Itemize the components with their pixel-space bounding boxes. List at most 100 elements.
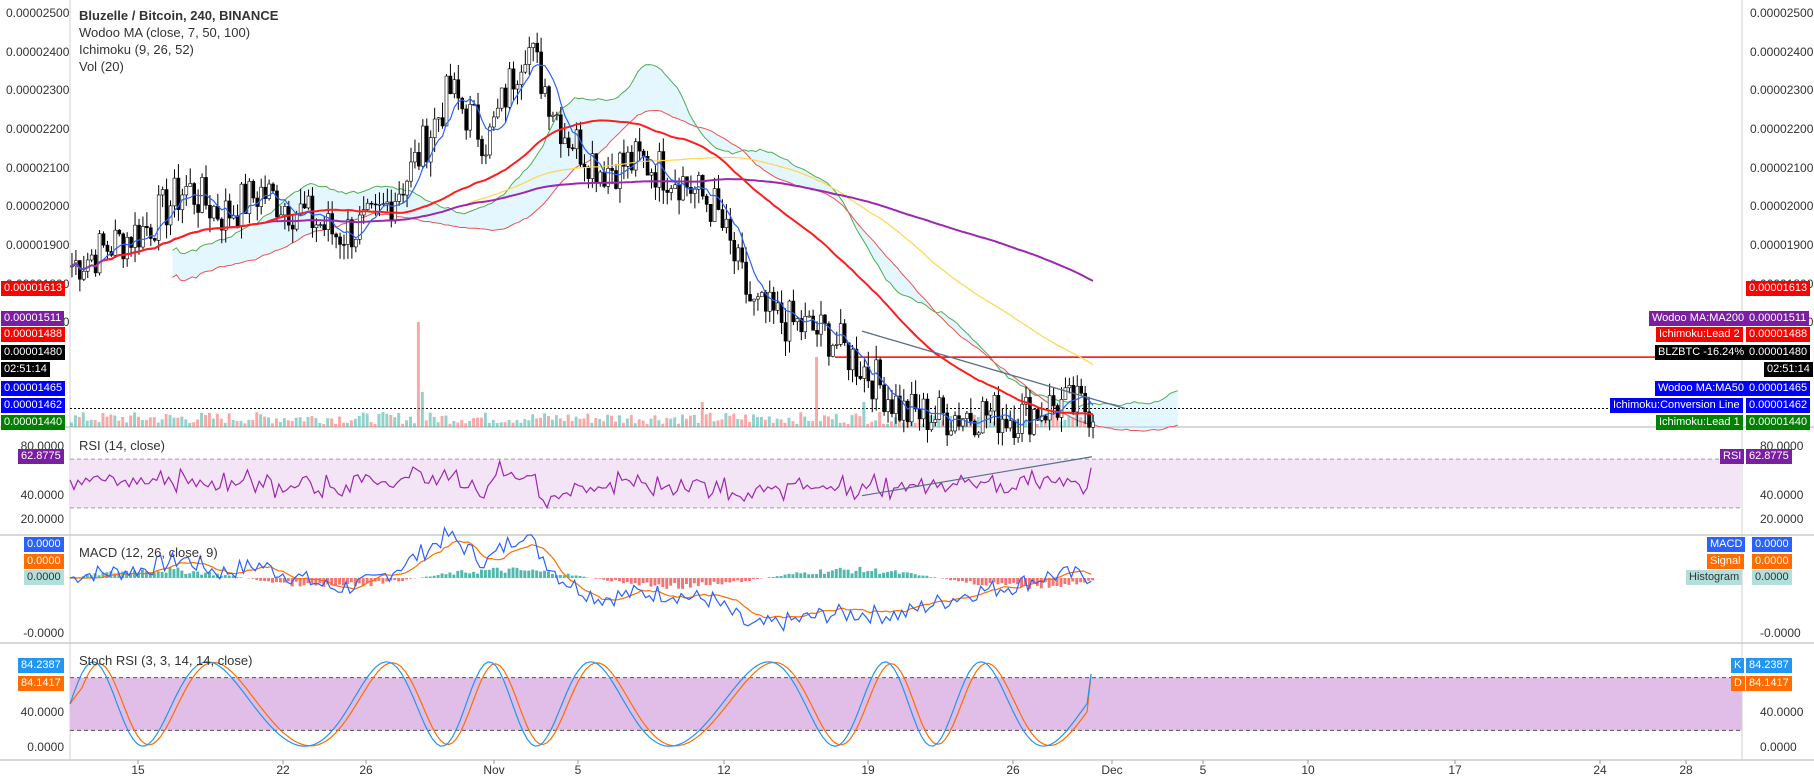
price-line-tag-left: 0.00001613 <box>1 281 66 296</box>
macd-histogram-bar <box>468 573 472 578</box>
candle-body <box>247 180 252 214</box>
macd-histogram-bar <box>704 578 708 586</box>
candle-body <box>858 376 863 379</box>
macd-histogram-bar <box>783 574 787 578</box>
macd-histogram-bar <box>255 578 259 580</box>
candle-body <box>491 116 496 128</box>
candle-body <box>704 195 709 205</box>
macd-histogram-bar <box>424 576 428 578</box>
macd-histogram-bar <box>621 578 625 584</box>
macd-histogram-bar <box>180 570 184 578</box>
volume-bar <box>117 420 121 427</box>
candle-body <box>913 393 918 410</box>
macd-histogram-bar <box>361 578 365 587</box>
volume-bar <box>783 422 787 427</box>
volume-bar <box>1024 420 1027 427</box>
macd-histogram-bar <box>1055 578 1059 587</box>
macd-histogram-bar <box>401 578 405 582</box>
volume-bar <box>302 421 306 427</box>
volume-bar <box>732 413 736 427</box>
macd-histogram-bar <box>617 578 621 582</box>
candle-body <box>531 42 536 48</box>
candle-body <box>637 141 642 152</box>
rsi-axis-label-right: 40.0000 <box>1760 487 1804 502</box>
macd-histogram-bar <box>275 578 278 582</box>
candle-body <box>870 380 875 400</box>
macd-histogram-bar <box>890 571 893 578</box>
macd-histogram-bar <box>846 569 850 578</box>
price-axis-label-right: 0.00001900 <box>1750 238 1814 253</box>
macd-pane-title[interactable]: MACD (12, 26, close, 9) <box>79 545 218 560</box>
macd-histogram-bar <box>716 578 720 584</box>
macd-histogram-bar <box>779 576 783 578</box>
macd-histogram-bar <box>322 578 326 587</box>
candle-body <box>141 226 145 248</box>
candle-body <box>874 359 879 400</box>
volume-bar <box>759 416 763 427</box>
candle-body <box>744 261 748 295</box>
macd-histogram-bar <box>964 578 968 583</box>
candle-body <box>961 418 965 427</box>
volume-bar <box>476 417 479 427</box>
candle-body <box>105 244 110 252</box>
candle-body <box>263 186 267 199</box>
volume-bar <box>487 422 491 427</box>
macd-histogram-bar <box>909 573 913 578</box>
lead2-tag-left: 0.00001488 <box>1 327 66 342</box>
macd-histogram-bar <box>874 568 878 578</box>
volume-bar <box>349 420 353 427</box>
macd-histogram-bar <box>97 575 101 578</box>
volume-bar <box>318 422 322 427</box>
indicator-vol-legend[interactable]: Vol (20) <box>79 59 124 74</box>
indicator-ma-legend[interactable]: Wodoo MA (close, 7, 50, 100) <box>79 25 251 40</box>
volume-bar <box>523 419 527 427</box>
candle-body <box>117 229 122 235</box>
rsi-pane-title[interactable]: RSI (14, close) <box>79 438 165 453</box>
volume-bar <box>748 421 752 427</box>
candle-body <box>1063 387 1068 400</box>
candle-body <box>1004 418 1009 429</box>
macd-histogram-bar <box>109 571 113 578</box>
volume-bar <box>215 413 219 427</box>
volume-bar <box>211 418 215 427</box>
macd-histogram-bar <box>688 578 692 588</box>
macd-histogram-bar <box>1016 578 1020 585</box>
candle-body <box>720 209 725 228</box>
candle-body <box>1012 420 1016 438</box>
candle-body <box>815 329 819 335</box>
volume-bar <box>692 414 696 427</box>
macd-histogram-bar <box>574 575 578 578</box>
candle-body <box>1020 403 1024 434</box>
time-axis-label: 17 <box>1448 763 1462 777</box>
macd-histogram-bar <box>507 568 511 578</box>
stoch-pane-title[interactable]: Stoch RSI (3, 3, 14, 14, close) <box>79 653 253 668</box>
candle-body <box>606 168 610 187</box>
candle-body <box>334 233 338 238</box>
ichimoku-cloud <box>172 64 1178 432</box>
volume-bar <box>1063 419 1067 427</box>
volume-bar <box>870 421 874 427</box>
volume-bar <box>219 418 223 427</box>
volume-bar <box>389 414 393 427</box>
volume-bar <box>452 421 456 427</box>
macd-histogram-bar <box>917 575 921 578</box>
candle-body <box>799 318 804 333</box>
macd-histogram-bar <box>480 569 483 578</box>
price-axis-label-left: 0.00002200 <box>6 122 70 137</box>
volume-bar <box>610 415 614 427</box>
volume-bar <box>976 417 980 427</box>
macd-histogram-bar <box>598 578 602 579</box>
candle-body <box>156 194 161 241</box>
macd-histogram-bar <box>720 578 724 585</box>
macd-histogram-bar <box>949 578 953 581</box>
macd-name-tag: MACD <box>1707 537 1746 552</box>
candle-body <box>539 51 543 94</box>
macd-histogram-bar <box>862 572 866 578</box>
ma50-name-tag: Wodoo MA:MA50 <box>1655 381 1748 396</box>
candle-body <box>81 270 86 280</box>
candle-body <box>610 168 614 171</box>
candle-body <box>965 412 969 419</box>
indicator-ichimoku-legend[interactable]: Ichimoku (9, 26, 52) <box>79 42 194 57</box>
candle-body <box>795 318 800 323</box>
